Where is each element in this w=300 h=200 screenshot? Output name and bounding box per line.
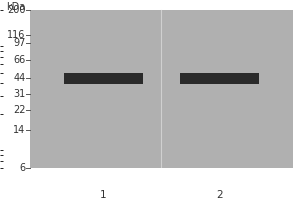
Text: 66: 66 bbox=[13, 55, 26, 65]
Text: 200: 200 bbox=[7, 5, 26, 15]
Text: 44: 44 bbox=[13, 73, 26, 83]
Bar bbox=[64, 73, 143, 84]
Text: 2: 2 bbox=[216, 190, 222, 200]
Text: 31: 31 bbox=[13, 89, 26, 99]
Text: 1: 1 bbox=[100, 190, 107, 200]
Text: kDa: kDa bbox=[6, 2, 26, 12]
Text: 14: 14 bbox=[13, 125, 26, 135]
Bar bbox=[30, 10, 293, 168]
Bar bbox=[180, 73, 259, 84]
Text: 116: 116 bbox=[7, 30, 26, 40]
Text: 22: 22 bbox=[13, 105, 26, 115]
Text: 6: 6 bbox=[19, 163, 26, 173]
Text: 97: 97 bbox=[13, 38, 26, 48]
